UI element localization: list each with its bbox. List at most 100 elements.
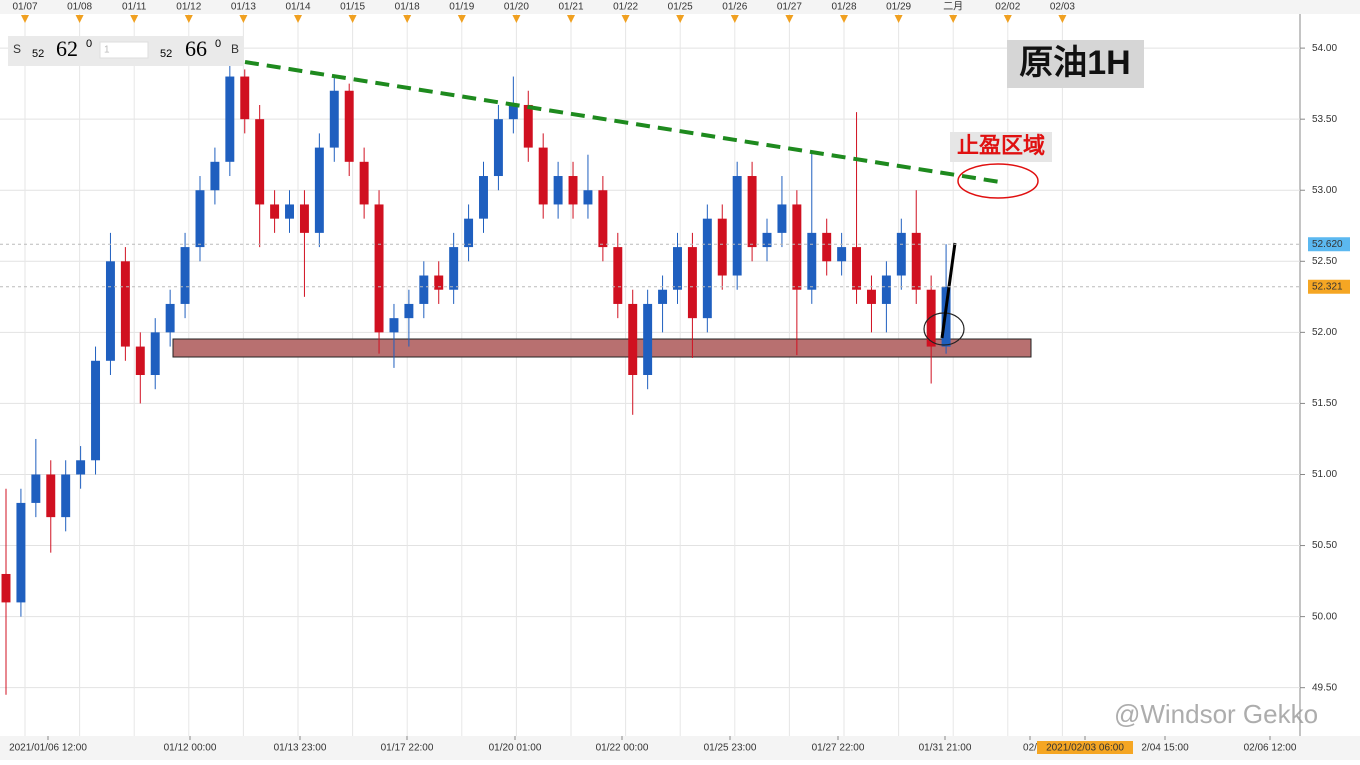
x-tick-label: 01/20 01:00: [489, 743, 542, 754]
candle-body: [120, 261, 130, 347]
candle-body: [419, 275, 429, 304]
top-date-label: 01/13: [231, 2, 256, 13]
candle-body: [762, 232, 772, 248]
candle-body: [344, 90, 354, 162]
candle-body: [687, 247, 697, 319]
x-tick-label: 01/13 23:00: [274, 743, 327, 754]
candle-body: [359, 161, 369, 205]
candle-body: [777, 204, 787, 233]
candle-body: [389, 318, 399, 333]
candle-body: [165, 303, 175, 333]
title-box: [1007, 40, 1144, 88]
annotation-box: [950, 132, 1052, 162]
candle-body: [464, 218, 474, 248]
date-marker: [294, 15, 302, 23]
candle-body: [926, 289, 936, 347]
candle-body: [613, 247, 623, 304]
candle-body: [523, 104, 533, 148]
candle-body: [314, 147, 324, 233]
candle-body: [240, 76, 250, 120]
candle-body: [150, 332, 160, 375]
y-tick-label: 53.50: [1312, 114, 1337, 125]
date-marker: [75, 15, 84, 23]
candle-body: [46, 474, 56, 518]
lots-input[interactable]: [99, 41, 149, 59]
candle-body: [195, 190, 205, 248]
top-date-label: 01/22: [613, 2, 638, 13]
y-tick-label: 53.00: [1312, 185, 1337, 196]
x-tick-label: 02/: [1023, 743, 1037, 754]
y-tick-label: 51.00: [1312, 469, 1337, 480]
candle-body: [225, 76, 235, 162]
date-marker: [457, 15, 466, 23]
chart-title: 原油1H: [1019, 44, 1130, 82]
buy-main: 66: [185, 36, 207, 61]
trend-line: [244, 60, 1001, 184]
y-tick-label: 51.50: [1312, 398, 1337, 409]
top-date-label: 02/02: [995, 2, 1020, 13]
candle-body: [792, 204, 802, 290]
top-date-label: 02/03: [1050, 2, 1075, 13]
candle-body: [628, 303, 638, 375]
sell-big: 52: [32, 48, 44, 60]
candle-body: [404, 303, 414, 319]
annotation: 止盈区域: [957, 133, 1045, 158]
x-tick-label: 02/06 12:00: [1244, 743, 1297, 754]
x-tick-label: 01/12 00:00: [164, 743, 217, 754]
candle-body: [479, 176, 488, 219]
support-zone: [172, 338, 1032, 358]
x-tick-label: 2021/01/06 12:00: [9, 743, 87, 754]
candle-body: [135, 346, 145, 375]
date-marker: [184, 15, 193, 23]
bottom-axis-band: [0, 736, 1360, 760]
price-marker-label: 52.620: [1312, 239, 1343, 250]
top-date-label: 01/15: [340, 2, 365, 13]
candle-body: [643, 303, 653, 375]
date-marker: [621, 15, 630, 23]
top-date-label: 01/14: [285, 2, 310, 13]
candle-body: [493, 119, 503, 177]
y-tick-label: 49.50: [1312, 682, 1337, 693]
candle-body: [508, 104, 518, 120]
sell-sup: 0: [86, 38, 92, 50]
x-tick-label: 2/04 15:00: [1141, 743, 1189, 754]
date-marker: [239, 15, 248, 23]
top-date-label: 01/28: [831, 2, 856, 13]
candle-body: [896, 232, 906, 276]
date-marker: [894, 15, 903, 23]
candle-body: [180, 247, 190, 304]
x-tick-label: 2021/02/03 06:00: [1046, 743, 1124, 754]
top-date-label: 01/08: [67, 2, 92, 13]
candle-body: [598, 190, 608, 248]
candle-body: [807, 232, 817, 290]
top-date-label: 01/19: [449, 2, 474, 13]
top-date-label: 01/07: [12, 2, 37, 13]
top-axis-band: [0, 0, 1360, 14]
date-marker: [403, 15, 412, 23]
date-marker: [676, 15, 685, 23]
top-date-label: 01/11: [122, 2, 147, 13]
candle-body: [911, 232, 921, 290]
candle-body: [16, 502, 26, 603]
price-marker: [1308, 279, 1350, 294]
buy-big: 52: [160, 48, 172, 60]
lots: 1: [104, 45, 110, 56]
top-date-label: 01/27: [777, 2, 802, 13]
top-date-label: 01/20: [504, 2, 529, 13]
candle-body: [538, 147, 548, 205]
date-marker: [949, 15, 958, 23]
candle-body: [329, 90, 339, 148]
x-tick-label: 01/25 23:00: [704, 743, 757, 754]
y-tick-label: 52.00: [1312, 327, 1337, 338]
top-date-label: 01/29: [886, 2, 911, 13]
grid: [0, 14, 1300, 736]
top-date-label: 01/12: [176, 2, 201, 13]
top-date-label: 01/26: [722, 2, 747, 13]
date-marker: [567, 15, 575, 23]
time-highlight: [1037, 741, 1133, 754]
y-tick-label: 50.00: [1312, 611, 1337, 622]
candle-body: [673, 247, 682, 290]
date-marker: [348, 15, 357, 23]
y-tick-label: 52.50: [1312, 256, 1337, 267]
